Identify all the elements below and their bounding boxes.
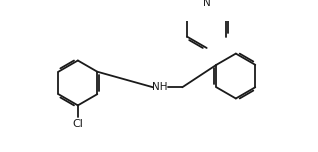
Text: N: N xyxy=(203,0,211,8)
Text: NH: NH xyxy=(152,82,168,92)
Text: Cl: Cl xyxy=(73,119,83,129)
